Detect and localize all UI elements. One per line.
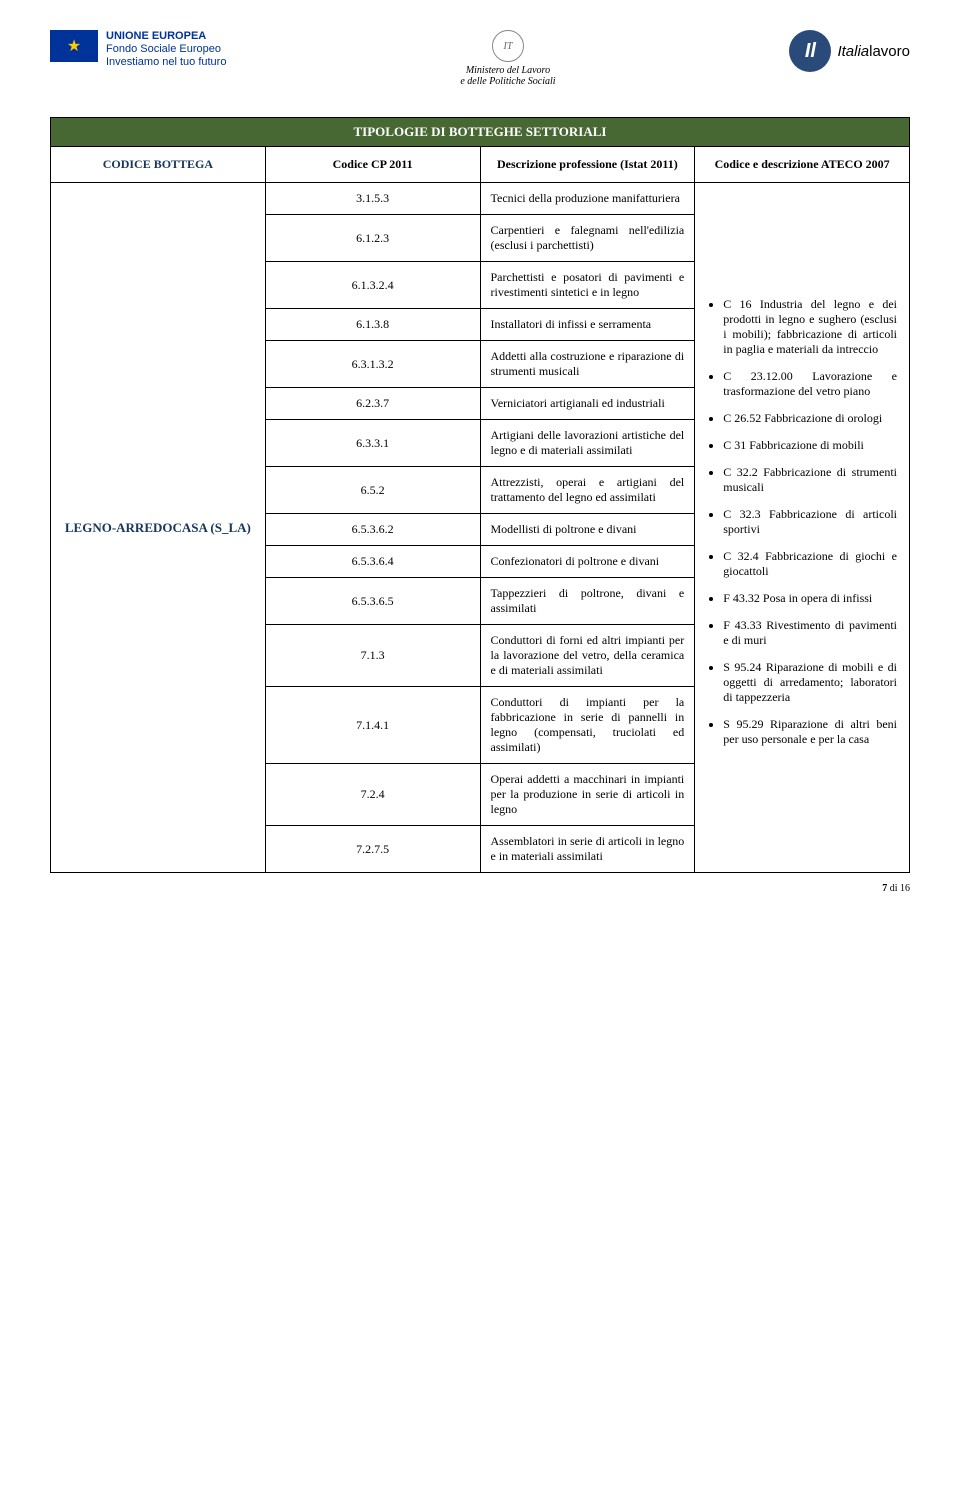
header-col3: Descrizione professione (Istat 2011) <box>480 147 695 183</box>
page-total: 16 <box>900 883 910 894</box>
cp-cell: 6.1.3.2.4 <box>265 262 480 309</box>
logo-eu: ★ UNIONE EUROPEA Fondo Sociale Europeo I… <box>50 30 226 70</box>
desc-cell: Attrezzisti, operai e artigiani del trat… <box>480 467 695 514</box>
eu-line1: Fondo Sociale Europeo <box>106 43 226 56</box>
ateco-item: C 31 Fabbricazione di mobili <box>723 438 897 453</box>
cp-cell: 7.1.4.1 <box>265 687 480 764</box>
ateco-item: C 23.12.00 Lavorazione e trasformazione … <box>723 369 897 399</box>
ateco-item: C 26.52 Fabbricazione di orologi <box>723 411 897 426</box>
desc-cell: Artigiani delle lavorazioni artistiche d… <box>480 420 695 467</box>
cp-cell: 3.1.5.3 <box>265 183 480 215</box>
bottega-code: LEGNO-ARREDOCASA (S_LA) <box>51 183 266 873</box>
header-logos: ★ UNIONE EUROPEA Fondo Sociale Europeo I… <box>50 30 910 87</box>
desc-cell: Assemblatori in serie di articoli in leg… <box>480 826 695 873</box>
ateco-item: C 16 Industria del legno e dei prodotti … <box>723 297 897 357</box>
desc-cell: Parchettisti e posatori di pavimenti e r… <box>480 262 695 309</box>
cp-cell: 6.3.1.3.2 <box>265 341 480 388</box>
ateco-item: S 95.29 Riparazione di altri beni per us… <box>723 717 897 747</box>
header-col2: Codice CP 2011 <box>265 147 480 183</box>
italialavoro-prefix: Italia <box>837 43 869 60</box>
ateco-item: C 32.3 Fabbricazione di articoli sportiv… <box>723 507 897 537</box>
ministry-line2: e delle Politiche Sociali <box>460 76 555 87</box>
table-row: LEGNO-ARREDOCASA (S_LA) 3.1.5.3 Tecnici … <box>51 183 910 215</box>
ministry-line1: Ministero del Lavoro <box>460 65 555 76</box>
cp-cell: 6.1.3.8 <box>265 309 480 341</box>
cp-cell: 7.2.4 <box>265 764 480 826</box>
page-sep: di <box>887 883 900 894</box>
logo-ministry: IT Ministero del Lavoro e delle Politich… <box>460 30 555 87</box>
cp-cell: 6.3.3.1 <box>265 420 480 467</box>
cp-cell: 6.1.2.3 <box>265 215 480 262</box>
desc-cell: Addetti alla costruzione e riparazione d… <box>480 341 695 388</box>
desc-cell: Operai addetti a macchinari in impianti … <box>480 764 695 826</box>
header-col1: CODICE BOTTEGA <box>51 147 266 183</box>
table-header-row: CODICE BOTTEGA Codice CP 2011 Descrizion… <box>51 147 910 183</box>
ateco-item: F 43.33 Rivestimento di pavimenti e di m… <box>723 618 897 648</box>
desc-cell: Confezionatori di poltrone e divani <box>480 546 695 578</box>
cp-cell: 7.1.3 <box>265 625 480 687</box>
desc-cell: Tecnici della produzione manifatturiera <box>480 183 695 215</box>
eu-flag-icon: ★ <box>50 30 98 62</box>
main-table: TIPOLOGIE DI BOTTEGHE SETTORIALI CODICE … <box>50 117 910 873</box>
desc-cell: Carpentieri e falegnami nell'edilizia (e… <box>480 215 695 262</box>
desc-cell: Installatori di infissi e serramenta <box>480 309 695 341</box>
desc-cell: Tappezzieri di poltrone, divani e assimi… <box>480 578 695 625</box>
cp-cell: 6.5.3.6.2 <box>265 514 480 546</box>
page-footer: 7 di 16 <box>50 883 910 894</box>
logo-italialavoro: Il Italialavoro <box>789 30 910 72</box>
cp-cell: 6.5.2 <box>265 467 480 514</box>
ateco-item: C 32.4 Fabbricazione di giochi e giocatt… <box>723 549 897 579</box>
italy-emblem-icon: IT <box>492 30 524 62</box>
ateco-item: C 32.2 Fabbricazione di strumenti musica… <box>723 465 897 495</box>
eu-line2: Investiamo nel tuo futuro <box>106 56 226 69</box>
italialavoro-suffix: lavoro <box>869 43 910 60</box>
eu-title: UNIONE EUROPEA <box>106 30 226 43</box>
cp-cell: 7.2.7.5 <box>265 826 480 873</box>
table-title: TIPOLOGIE DI BOTTEGHE SETTORIALI <box>51 118 910 147</box>
ateco-item: S 95.24 Riparazione di mobili e di ogget… <box>723 660 897 705</box>
ateco-item: F 43.32 Posa in opera di infissi <box>723 591 897 606</box>
cp-cell: 6.2.3.7 <box>265 388 480 420</box>
cp-cell: 6.5.3.6.5 <box>265 578 480 625</box>
ateco-cell: C 16 Industria del legno e dei prodotti … <box>695 183 910 873</box>
italialavoro-icon: Il <box>789 30 831 72</box>
cp-cell: 6.5.3.6.4 <box>265 546 480 578</box>
desc-cell: Verniciatori artigianali ed industriali <box>480 388 695 420</box>
header-col4: Codice e descrizione ATECO 2007 <box>695 147 910 183</box>
eu-text: UNIONE EUROPEA Fondo Sociale Europeo Inv… <box>106 30 226 70</box>
desc-cell: Conduttori di impianti per la fabbricazi… <box>480 687 695 764</box>
ateco-list: C 16 Industria del legno e dei prodotti … <box>707 297 897 747</box>
italialavoro-label: Italialavoro <box>837 43 910 60</box>
desc-cell: Conduttori di forni ed altri impianti pe… <box>480 625 695 687</box>
table-title-row: TIPOLOGIE DI BOTTEGHE SETTORIALI <box>51 118 910 147</box>
desc-cell: Modellisti di poltrone e divani <box>480 514 695 546</box>
